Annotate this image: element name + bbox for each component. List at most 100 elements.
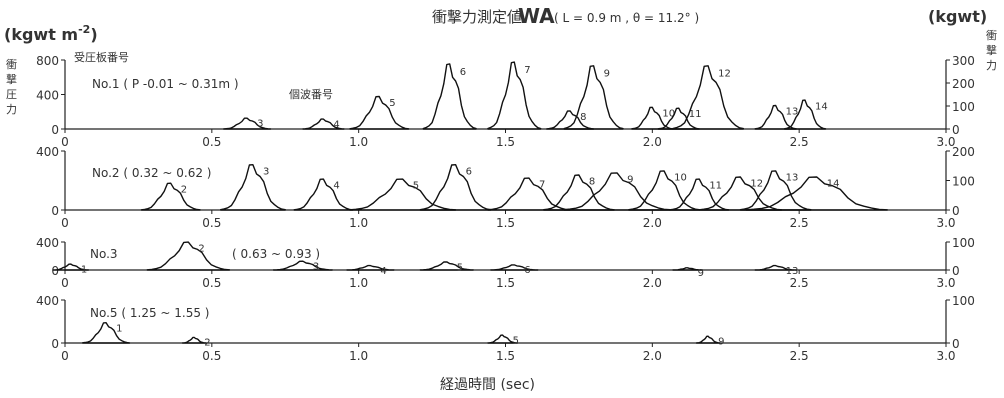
wave-peak xyxy=(672,267,703,271)
peak-number-label: 1 xyxy=(81,264,87,275)
wave-peak xyxy=(146,241,231,271)
peak-number-label: 8 xyxy=(589,177,595,188)
wave-peak xyxy=(739,170,812,211)
wave-peak xyxy=(657,107,700,130)
x-tick-label: 2.5 xyxy=(790,349,809,363)
wave-number-label: 個波番号 xyxy=(289,88,333,101)
left-tick-label: 400 xyxy=(36,236,59,250)
x-tick-label: 2.0 xyxy=(643,349,662,363)
peak-number-label: 10 xyxy=(674,173,687,184)
peak-number-label: 6 xyxy=(524,265,530,276)
x-tick-label: 0.5 xyxy=(202,135,221,149)
peak-number-label: 13 xyxy=(786,107,799,118)
wave-peak xyxy=(81,322,131,344)
wave-peak xyxy=(419,164,492,211)
peak-number-label: 11 xyxy=(689,109,702,120)
peak-number-label: 5 xyxy=(457,262,463,273)
right-tick-label: 200 xyxy=(952,77,975,91)
wave-peak xyxy=(783,99,827,130)
right-unit: (kgwt) xyxy=(928,7,987,26)
peak-number-label: 2 xyxy=(198,243,204,254)
right-tick-label: 100 xyxy=(952,236,975,250)
series-label: No.3 xyxy=(90,247,118,261)
peak-number-label: 5 xyxy=(413,181,419,192)
peak-number-label: 9 xyxy=(604,69,610,80)
wave-peak xyxy=(631,106,674,130)
wave-peak xyxy=(669,178,730,211)
peak-number-label: 13 xyxy=(786,173,799,184)
left-tick-label: 400 xyxy=(36,145,59,159)
wave-peak xyxy=(346,264,395,271)
x-axis-label: 経過時間 (sec) xyxy=(440,377,535,393)
peak-number-label: 4 xyxy=(380,266,386,277)
wave-peak xyxy=(140,182,201,211)
x-tick-label: 1.0 xyxy=(349,276,368,290)
peak-number-label: 3 xyxy=(313,262,319,273)
left-tick-label: 400 xyxy=(36,294,59,308)
peak-number-label: 2 xyxy=(204,338,210,349)
left-unit-text: (kgwt m xyxy=(4,25,78,44)
right-tick-label: 100 xyxy=(952,100,975,114)
wave-peak xyxy=(543,174,615,211)
right-tick-label: 0 xyxy=(952,264,960,278)
right-axis-char: 撃 xyxy=(986,43,997,57)
right-tick-label: 0 xyxy=(952,337,960,351)
left-unit: (kgwt m-2) xyxy=(4,23,98,44)
wave-peak xyxy=(302,118,345,130)
wave-peak xyxy=(272,260,333,271)
left-tick-label: 0 xyxy=(51,123,59,137)
wave-peak xyxy=(293,178,354,211)
peak-number-label: 8 xyxy=(580,112,586,123)
wave-peak xyxy=(487,61,542,130)
x-tick-label: 0.5 xyxy=(202,276,221,290)
peak-number-label: 4 xyxy=(333,181,339,192)
series-label: No.2 ( 0.32 ~ 0.62 ) xyxy=(92,166,211,180)
x-tick-label: 2.0 xyxy=(643,276,662,290)
wave-peak xyxy=(563,65,624,130)
peak-number-label: 10 xyxy=(662,108,675,119)
peak-number-label: 1 xyxy=(116,324,122,335)
right-tick-label: 200 xyxy=(952,145,975,159)
wave-peak xyxy=(219,164,286,211)
chart-title-params: ( L = 0.9 m , θ = 11.2° ) xyxy=(554,11,699,25)
x-tick-label: 2.5 xyxy=(790,216,809,230)
left-axis-char: 衝 xyxy=(6,57,17,71)
x-tick-label: 1.0 xyxy=(349,349,368,363)
x-tick-label: 3.0 xyxy=(936,276,955,290)
peak-number-label: 9 xyxy=(627,175,633,186)
x-tick-label: 2.5 xyxy=(790,135,809,149)
x-tick-label: 0 xyxy=(61,349,69,363)
peak-number-label: 2 xyxy=(181,184,187,195)
x-tick-label: 2.0 xyxy=(643,135,662,149)
wave-peak xyxy=(181,336,207,344)
wave-peak xyxy=(754,104,797,130)
wave-peak xyxy=(754,264,797,271)
wave-peak xyxy=(745,176,888,211)
wave-peak xyxy=(487,334,518,344)
left-tick-label: 0 xyxy=(51,204,59,218)
left-tick-label: 400 xyxy=(36,89,59,103)
wave-peak xyxy=(698,176,783,211)
wave-peak xyxy=(487,177,571,211)
left-tick-label: 0 xyxy=(51,264,59,278)
peak-number-label: 9 xyxy=(718,337,724,348)
left-axis-char: 圧 xyxy=(6,88,17,101)
peak-number-label: 14 xyxy=(827,179,840,190)
x-tick-label: 1.5 xyxy=(496,216,515,230)
peak-number-label: 6 xyxy=(460,67,466,78)
series-range-label: ( 0.63 ~ 0.93 ) xyxy=(232,247,320,261)
peak-number-label: 9 xyxy=(698,268,704,279)
peak-number-label: 4 xyxy=(333,120,339,131)
x-tick-label: 0 xyxy=(61,276,69,290)
wave-peak xyxy=(222,117,272,130)
wave-peak xyxy=(628,170,700,211)
right-tick-label: 300 xyxy=(952,54,975,68)
x-tick-label: 0 xyxy=(61,135,69,149)
wave-peak xyxy=(672,65,745,130)
x-tick-label: 3.0 xyxy=(936,349,955,363)
wave-peak xyxy=(563,172,671,211)
